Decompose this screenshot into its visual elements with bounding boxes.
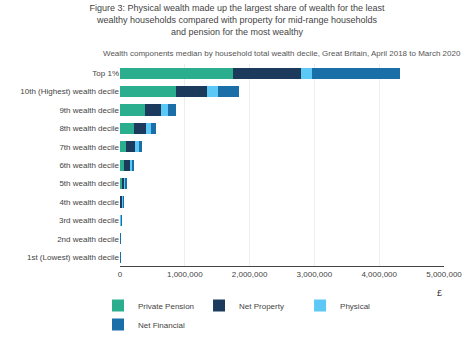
svg-text:2,000,000: 2,000,000 bbox=[232, 270, 268, 279]
svg-text:7th wealth decile: 7th wealth decile bbox=[59, 143, 119, 152]
svg-text:Top 1%: Top 1% bbox=[92, 69, 119, 78]
svg-text:5th wealth decile: 5th wealth decile bbox=[59, 179, 119, 188]
svg-text:10th (Highest) wealth decile: 10th (Highest) wealth decile bbox=[20, 87, 119, 96]
svg-text:4th wealth decile: 4th wealth decile bbox=[59, 198, 119, 207]
svg-text:5,000,000: 5,000,000 bbox=[426, 270, 462, 279]
svg-text:2nd wealth decile: 2nd wealth decile bbox=[57, 235, 119, 244]
svg-text:Net Financial: Net Financial bbox=[138, 321, 185, 330]
svg-text:1,000,000: 1,000,000 bbox=[167, 270, 203, 279]
svg-text:Net Property: Net Property bbox=[239, 302, 284, 311]
svg-text:Wealth components median by ho: Wealth components median by household to… bbox=[103, 49, 461, 58]
svg-text:9th wealth decile: 9th wealth decile bbox=[59, 106, 119, 115]
svg-text:£: £ bbox=[437, 288, 442, 298]
svg-text:Physical: Physical bbox=[340, 302, 370, 311]
svg-text:4,000,000: 4,000,000 bbox=[361, 270, 397, 279]
svg-text:Figure 3: Physical wealth made: Figure 3: Physical wealth made up the la… bbox=[89, 3, 385, 36]
svg-text:0: 0 bbox=[118, 270, 123, 279]
svg-text:Private Pension: Private Pension bbox=[138, 302, 194, 311]
svg-text:8th wealth decile: 8th wealth decile bbox=[59, 124, 119, 133]
svg-text:3,000,000: 3,000,000 bbox=[297, 270, 333, 279]
svg-text:6th wealth decile: 6th wealth decile bbox=[59, 161, 119, 170]
svg-text:3rd wealth decile: 3rd wealth decile bbox=[59, 216, 120, 225]
svg-text:1st (Lowest) wealth decile: 1st (Lowest) wealth decile bbox=[27, 253, 120, 262]
